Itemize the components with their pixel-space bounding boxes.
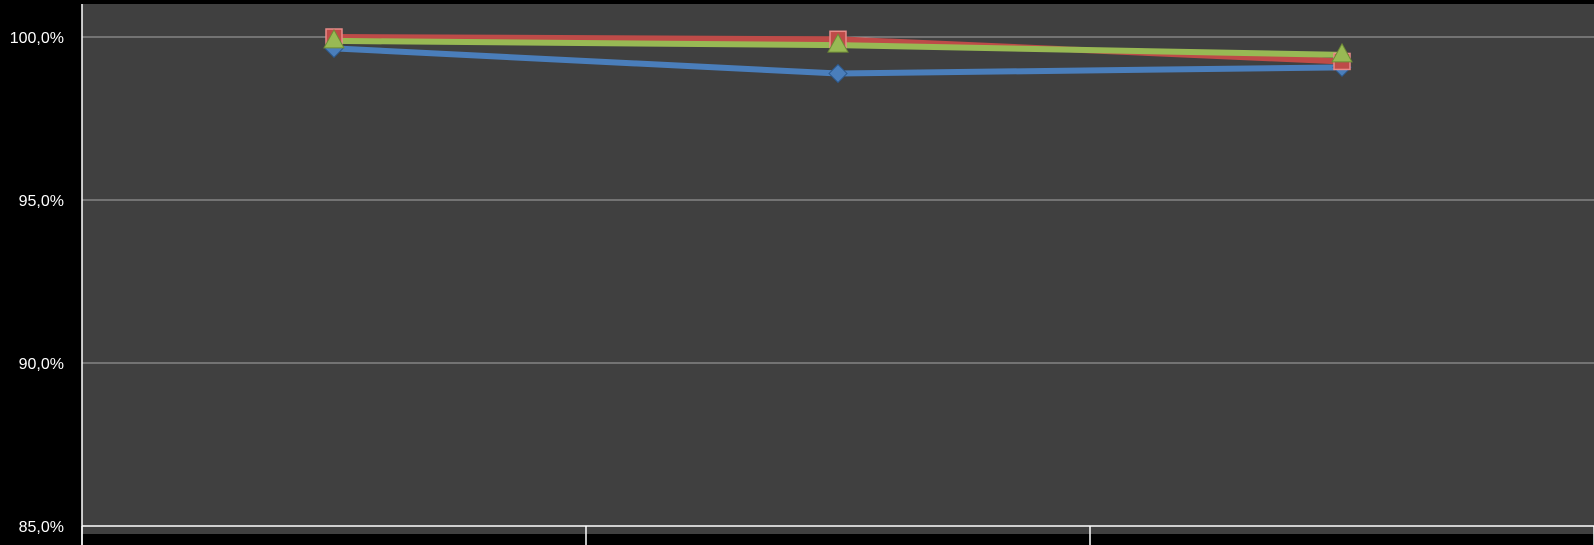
- plot-area: [82, 4, 1594, 534]
- series-markers: [323, 28, 1353, 84]
- data-point-marker: [828, 63, 848, 84]
- y-tick-label: 90,0%: [19, 356, 64, 373]
- y-tick-label: 95,0%: [19, 193, 64, 210]
- y-tick-label: 100,0%: [10, 30, 64, 47]
- data-point-marker: [323, 28, 345, 49]
- data-point-marker: [1331, 42, 1353, 63]
- data-point-marker: [827, 33, 849, 53]
- y-tick-label: 85,0%: [19, 519, 64, 536]
- y-axis-tick-labels: 100,0% 95,0% 90,0% 85,0%: [10, 30, 64, 536]
- axes: [81, 4, 1594, 545]
